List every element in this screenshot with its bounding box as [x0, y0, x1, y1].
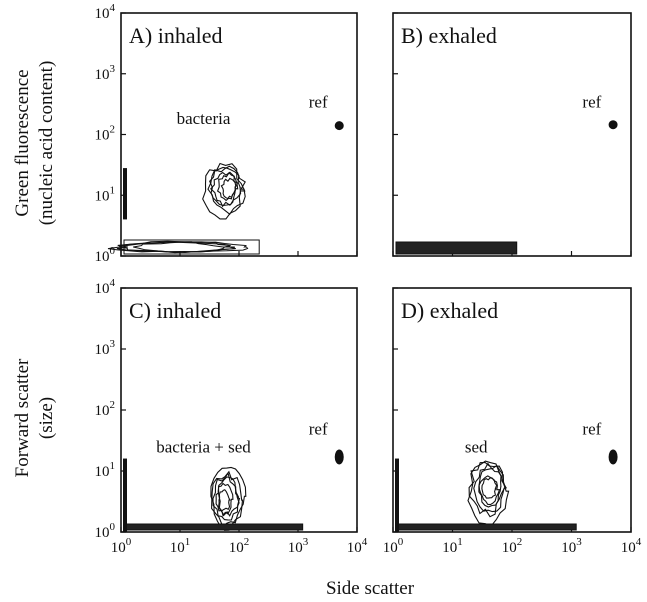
y-axis-title-bottom-line2: (size): [36, 397, 57, 439]
annotation-ref: ref: [309, 92, 328, 111]
noise-contour: [116, 241, 236, 253]
y-axis-title-top-line2: (nucleic acid content): [36, 61, 57, 226]
x-tick-label: 103: [561, 536, 582, 556]
x-tick-label: 102: [502, 536, 523, 556]
annotation-ref: ref: [309, 419, 328, 438]
plot-frame: [120, 12, 358, 257]
contour-line: [468, 461, 507, 518]
y-tick-label: 103: [95, 63, 116, 83]
y-tick-label: 100: [95, 521, 116, 541]
population-noise: [395, 241, 518, 255]
population-vertical-streak: [123, 458, 127, 532]
y-tick-label: 103: [95, 338, 116, 358]
noise-band: [395, 523, 577, 531]
panel-c: 100 101 102 103 104 100 101 102 103 104 C) inhaled…: [95, 277, 368, 556]
y-tick-label: 101: [95, 184, 116, 204]
noise-band: [123, 523, 304, 531]
x-tick-label: 103: [288, 536, 309, 556]
population-noise: [395, 523, 577, 531]
annotation-sed: sed: [465, 438, 488, 457]
panel-d: 100 101 102 103 104 D) exhaled ref sed: [383, 287, 642, 556]
annotation-bacteria: bacteria: [177, 109, 231, 128]
population-noise: [107, 239, 260, 255]
panel-label: A) inhaled: [129, 23, 222, 48]
y-tick-label: 102: [95, 399, 116, 419]
plot-frame: [392, 12, 632, 257]
y-tick-label: 102: [95, 124, 116, 144]
y-tick-label: 100: [95, 245, 116, 265]
x-tick-label: 101: [170, 536, 191, 556]
population-ref: [608, 120, 618, 130]
contour-line: [210, 466, 247, 529]
noise-band: [123, 239, 260, 255]
population-sed: [467, 460, 510, 527]
panel-a: 100 101 102 103 104 A) inhaled ref bacteria: [95, 2, 358, 265]
plot-frame: [392, 287, 632, 533]
panel-label: B) exhaled: [401, 23, 497, 48]
noise-band: [395, 241, 518, 255]
x-tick-label: 100: [383, 536, 404, 556]
panel-label: D) exhaled: [401, 298, 498, 323]
x-tick-label: 102: [229, 536, 250, 556]
y-tick-label: 104: [95, 2, 116, 22]
y-axis-title-top-line1: Green fluorescence: [12, 69, 33, 216]
contour-line: [211, 470, 244, 531]
y-tick-label: 104: [95, 277, 116, 297]
contour-line: [212, 472, 241, 521]
population-ref: [334, 449, 344, 465]
annotation-bacteria-sed: bacteria + sed: [156, 438, 251, 457]
contour-line: [218, 489, 231, 512]
x-tick-label: 104: [621, 536, 642, 556]
contour-line: [220, 177, 237, 200]
x-tick-label: 104: [347, 536, 368, 556]
contour-line: [473, 462, 507, 513]
population-vertical-streak: [395, 458, 399, 532]
panel-label: C) inhaled: [129, 298, 221, 323]
y-tick-label: 101: [95, 460, 116, 480]
annotation-ref: ref: [582, 419, 601, 438]
y-axis-title-bottom-line1: Forward scatter: [12, 358, 33, 477]
population-bacteria: [202, 162, 246, 220]
x-axis-title: Side scatter: [326, 578, 415, 599]
x-tick-label: 100: [111, 536, 132, 556]
contour-line: [481, 477, 498, 499]
plot-frame: [120, 287, 358, 533]
population-vertical-streak: [123, 168, 127, 220]
contour-line: [216, 171, 239, 202]
x-tick-label: 101: [442, 536, 463, 556]
contour-line: [215, 482, 234, 517]
panel-b: B) exhaled ref: [392, 12, 632, 257]
population-ref: [608, 449, 618, 465]
contour-line: [207, 165, 246, 215]
population-ref: [334, 121, 344, 131]
annotation-ref: ref: [582, 92, 601, 111]
population-noise: [123, 523, 304, 531]
population-bacteria-sed: [210, 466, 247, 531]
contour-line: [217, 476, 240, 517]
panels-group: 100 101 102 103 104 A) inhaled ref bacteria B) e…: [95, 2, 642, 556]
